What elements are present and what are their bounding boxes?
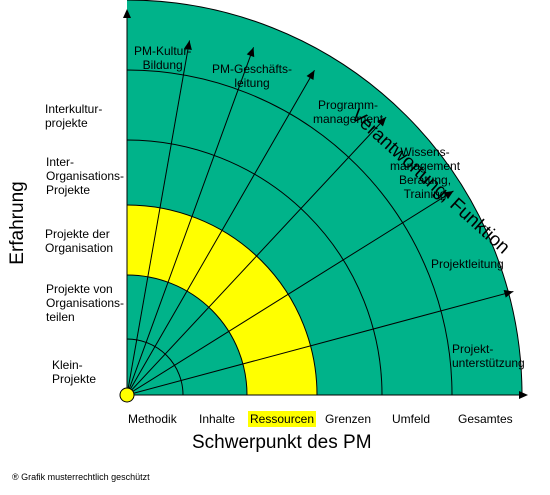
ring-boundary-2 [126, 204, 318, 396]
y-axis-title: Erfahrung [7, 181, 28, 265]
ring-label-methodik: Methodik [128, 412, 177, 426]
ray-arrowhead-4 [246, 47, 255, 58]
ray-arrowhead-2 [377, 117, 387, 127]
ring-boundary-0 [126, 338, 184, 396]
ray-label-programmmanagement: Programm- management [313, 98, 384, 126]
ring-label-ressourcen: Ressourcen [248, 411, 317, 427]
ray-arrowhead-5 [184, 40, 192, 51]
level-label-interkultur: Interkultur- projekte [45, 102, 103, 130]
level-label-organisation: Projekte der Organisation [45, 227, 114, 255]
x-axis-title: Schwerpunkt des PM [192, 432, 372, 453]
ring-boundary-4 [126, 69, 453, 396]
copyright-note: ® Grafik musterrechtlich geschützt [12, 472, 150, 482]
ray-line-0 [126, 290, 514, 396]
y-axis-arrow [123, 9, 131, 18]
ring-label-inhalte: Inhalte [199, 412, 236, 426]
ray-line-3 [126, 69, 315, 396]
ring-boundary-1 [126, 274, 248, 396]
ray-label-projektleitung: Projektleitung [431, 257, 504, 271]
ring-boundary-3 [126, 139, 383, 396]
level-label-inter-organisations: Inter- Organisations- Projekte [46, 155, 125, 197]
ray-line-4 [126, 47, 255, 396]
ring-boundaries [126, 0, 523, 396]
ring-label-gesamtes: Gesamtes [458, 412, 513, 426]
ray-line-1 [126, 190, 454, 396]
ray-line-2 [126, 116, 387, 396]
ring-sectors [127, 0, 522, 395]
level-label-klein-projekte: Klein- Projekte [52, 358, 97, 386]
x-axis-arrow [519, 391, 528, 399]
ring-sector-0 [127, 339, 183, 395]
ray-label-projektunterstuetzung: Projekt- unterstützung [452, 342, 525, 370]
ring-label-grenzen: Grenzen [325, 412, 372, 426]
ring-label-umfeld: Umfeld [392, 412, 431, 426]
ray-label-pm-geschaeftsleitung: PM-Geschäfts- leitung [212, 62, 293, 90]
ray-lines [126, 40, 514, 396]
ray-arrowhead-3 [306, 70, 315, 81]
origin-dot [119, 387, 135, 403]
ring-boundary-5 [126, 0, 523, 396]
ray-line-5 [126, 40, 191, 396]
level-label-organisationsteile: Projekte von Organisations- teilen [46, 282, 125, 324]
ray-arrowhead-1 [443, 190, 454, 200]
ray-label-pm-kultur: PM-Kultur- Bildung [134, 44, 192, 72]
ray-label-wissensmanagement: Wissens- management Beratung, Training [390, 145, 461, 201]
ray-arrowhead-0 [503, 289, 514, 298]
